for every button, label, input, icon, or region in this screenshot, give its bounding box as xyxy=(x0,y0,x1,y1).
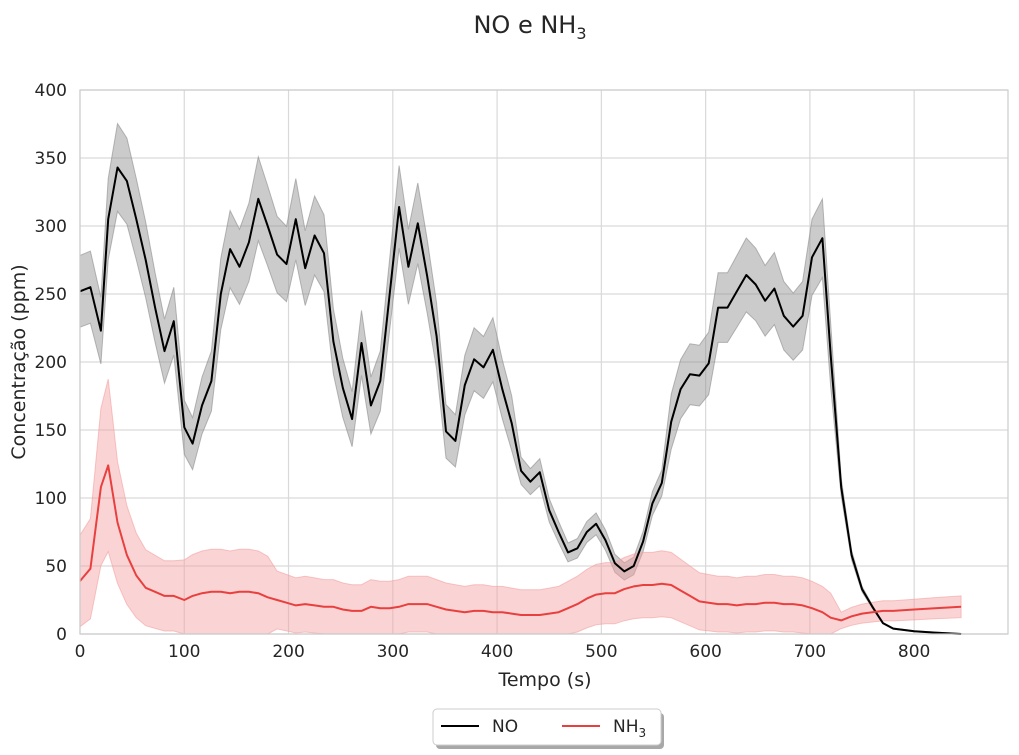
x-tick-label: 500 xyxy=(585,642,617,662)
legend-label-no: NO xyxy=(492,717,518,737)
series-line-nh3 xyxy=(79,464,962,622)
series-lines xyxy=(79,166,962,635)
x-tick-label: 100 xyxy=(168,642,200,662)
y-tick-label: 50 xyxy=(45,557,67,577)
x-tick-label: 300 xyxy=(377,642,409,662)
x-axis-label: Tempo (s) xyxy=(497,669,591,691)
legend-box xyxy=(432,708,662,746)
series-line-no xyxy=(79,166,962,635)
band-nh3 xyxy=(79,378,962,635)
x-tick-label: 800 xyxy=(898,642,930,662)
y-tick-label: 300 xyxy=(35,217,67,237)
y-tick-label: 200 xyxy=(35,353,67,373)
y-tick-label: 350 xyxy=(35,149,67,169)
y-tick-label: 150 xyxy=(35,421,67,441)
y-axis-label: Concentração (ppm) xyxy=(8,264,30,459)
y-tick-label: 250 xyxy=(35,285,67,305)
x-tick-label: 400 xyxy=(481,642,513,662)
y-tick-labels: 0 50 100 150 200 250 300 350 400 xyxy=(35,81,67,645)
legend: NO NH3 xyxy=(432,708,664,749)
y-tick-label: 400 xyxy=(35,81,67,101)
x-tick-labels: 0 100 200 300 400 500 600 700 800 xyxy=(75,642,931,662)
y-tick-label: 0 xyxy=(56,625,67,645)
x-tick-label: 0 xyxy=(75,642,86,662)
x-tick-label: 200 xyxy=(272,642,304,662)
x-tick-label: 600 xyxy=(689,642,721,662)
plot-frame xyxy=(79,89,1009,635)
x-tick-label: 700 xyxy=(794,642,826,662)
y-tick-label: 100 xyxy=(35,489,67,509)
chart-title: NO e NH3 xyxy=(473,11,586,43)
legend-label-nh3: NH3 xyxy=(613,717,646,740)
